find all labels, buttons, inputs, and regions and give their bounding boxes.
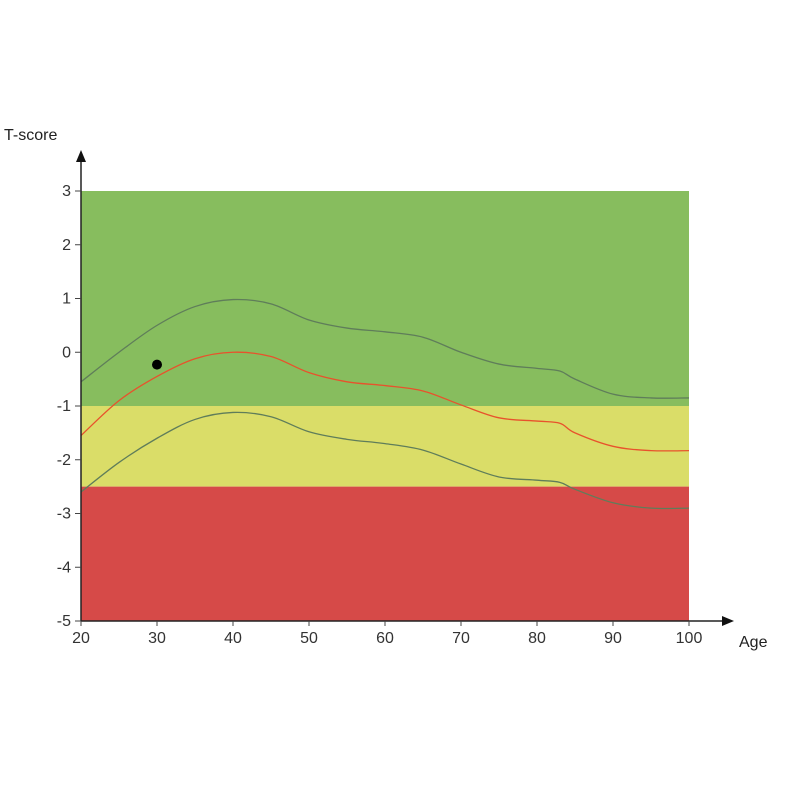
band-2: [81, 486, 689, 621]
series-line-0: [80, 298, 690, 399]
y-tick-label: 1: [62, 291, 71, 308]
risk-bands: [81, 191, 689, 621]
x-axis-arrow-icon: [722, 616, 734, 626]
y-tick-label: 2: [62, 237, 71, 254]
series-line-1: [80, 351, 690, 452]
patient-point: [152, 359, 162, 370]
x-tick-label: 20: [72, 630, 90, 647]
y-tick-label: -2: [57, 452, 71, 469]
x-tick-label: 90: [604, 630, 622, 647]
x-tick-label: 50: [300, 630, 318, 647]
axes: [76, 150, 734, 626]
data-points: [152, 359, 162, 370]
x-tick-label: 70: [452, 630, 470, 647]
series-lines: [80, 298, 690, 510]
y-tick-label: -5: [57, 613, 71, 630]
y-tick-label: -3: [57, 506, 71, 523]
band-1: [81, 406, 689, 487]
ticks: 3 2 1 0 -1 -2 -3 -4 -520 30 40 50 60 70 80 90 100: [57, 183, 703, 647]
band-0: [81, 191, 689, 406]
x-tick-label: 60: [376, 630, 394, 647]
x-tick-label: 30: [148, 630, 166, 647]
series-line-2: [80, 411, 690, 510]
x-tick-label: 100: [676, 630, 703, 647]
y-tick-label: -4: [57, 559, 71, 576]
x-axis-title: Age: [739, 634, 768, 651]
y-tick-label: -1: [57, 398, 71, 415]
y-axis-arrow-icon: [76, 150, 86, 162]
y-axis-title: T-score: [4, 127, 57, 144]
y-tick-label: 3: [62, 183, 71, 200]
x-tick-label: 80: [528, 630, 546, 647]
y-tick-label: 0: [62, 344, 71, 361]
x-tick-label: 40: [224, 630, 242, 647]
